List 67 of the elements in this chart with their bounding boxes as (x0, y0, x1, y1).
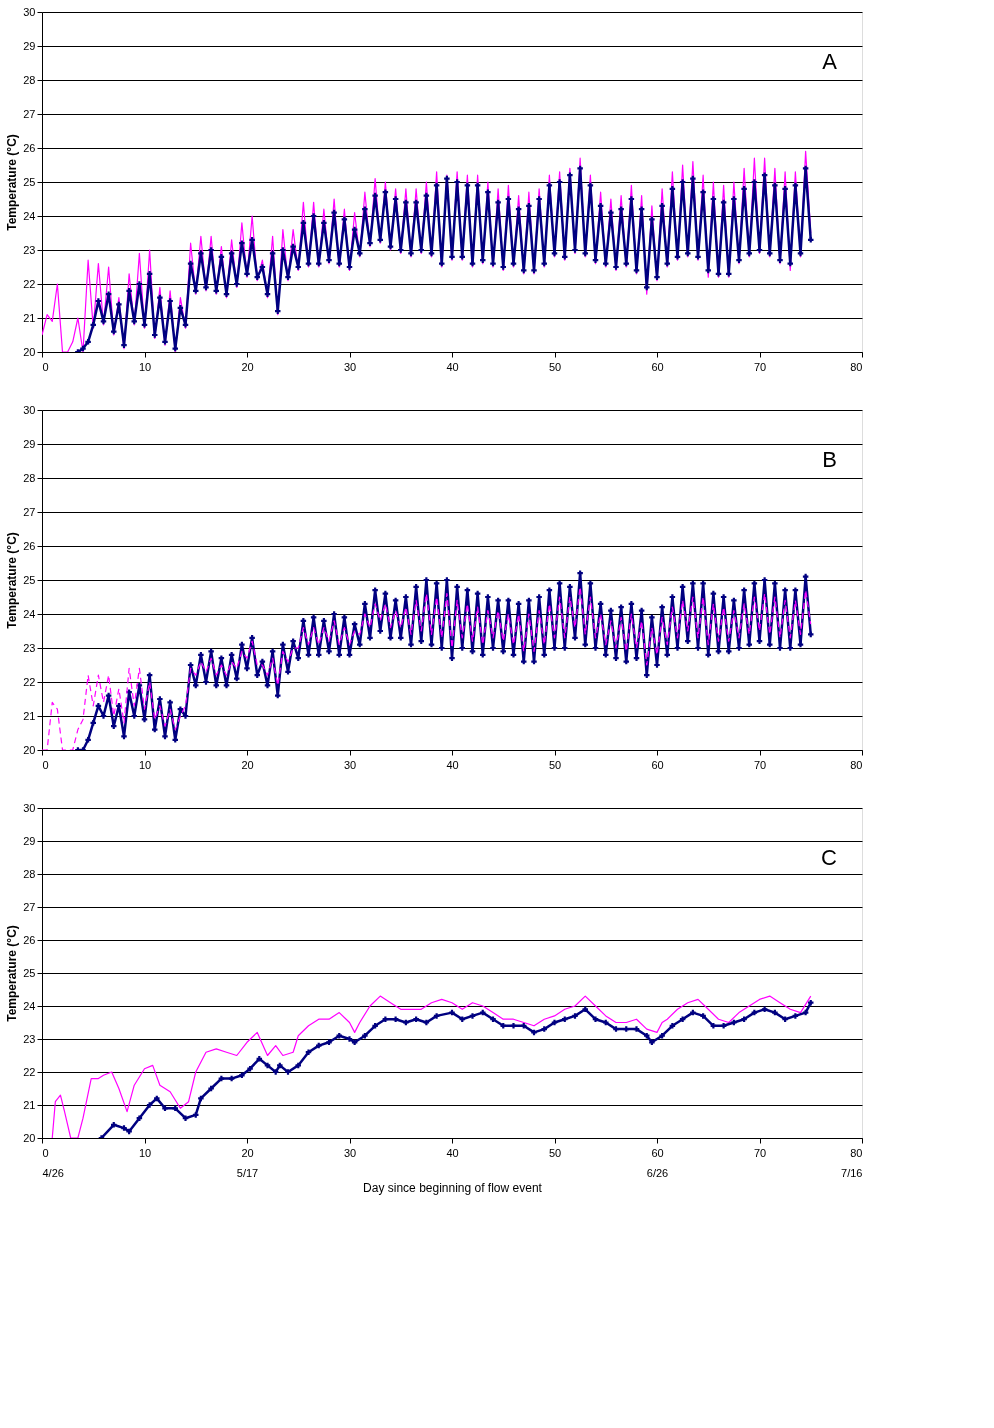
x-tick-label: 30 (343, 360, 357, 373)
y-tick-label: 22 (23, 675, 36, 688)
y-tick-label: 25 (23, 573, 36, 586)
x-tick-label: 80 (850, 360, 863, 373)
y-tick-label: 27 (23, 107, 36, 120)
y-axis-title: Temperature (°C) (5, 925, 20, 1022)
y-tick-label: 26 (23, 141, 36, 154)
y-tick-label: 23 (23, 641, 36, 654)
y-tick-label: 27 (23, 505, 36, 518)
annotation: A (822, 49, 838, 74)
x-tick-label: 50 (548, 360, 562, 373)
y-tick-label: 20 (23, 345, 36, 358)
x-tick-label: 0 (42, 758, 49, 771)
y-tick-label: 29 (23, 437, 36, 450)
x-tick-label: 0 4/26 (42, 1146, 64, 1179)
y-tick-label: 24 (23, 607, 36, 620)
y-tick-label: 28 (23, 73, 36, 86)
y-axis-title: Temperature (°C) (5, 134, 20, 231)
y-tick-label: 29 (23, 39, 36, 52)
y-tick-label: 30 (23, 801, 36, 814)
y-tick-label: 24 (23, 209, 36, 222)
x-tick-label: 30 (343, 1146, 357, 1159)
y-tick-label: 30 (23, 403, 36, 416)
x-tick-label: 80 (850, 758, 863, 771)
x-tick-label: 60 (651, 360, 664, 373)
x-tick-label: 30 (343, 758, 357, 771)
y-tick-label: 30 (23, 5, 36, 18)
x-tick-label: 40 (446, 1146, 459, 1159)
x-tick-label: 50 (548, 1146, 562, 1159)
x-tick-label: 0 (42, 360, 49, 373)
y-tick-label: 29 (23, 834, 36, 847)
annotation: B (822, 447, 837, 472)
x-tick-label: 40 (446, 360, 459, 373)
y-tick-label: 24 (23, 999, 36, 1012)
x-tick-label: 10 (138, 360, 152, 373)
annotation: C (821, 845, 838, 870)
x-tick-label: 20 (241, 360, 254, 373)
y-tick-label: 21 (23, 311, 36, 324)
y-tick-label: 22 (23, 1065, 36, 1078)
x-tick-label: 20 (241, 758, 254, 771)
x-tick-label: 80 7/16 (841, 1146, 863, 1179)
y-tick-label: 25 (23, 175, 36, 188)
x-tick-label: 50 (548, 758, 562, 771)
x-tick-label: 40 (446, 758, 459, 771)
x-tick-label: 70 (753, 758, 767, 771)
x-tick-label: 60 6/26 (646, 1146, 669, 1179)
y-tick-label: 21 (23, 1098, 36, 1111)
y-axis-title: Temperature (°C) (5, 532, 20, 629)
y-tick-label: 20 (23, 743, 36, 756)
y-tick-label: 22 (23, 277, 36, 290)
x-tick-label: 60 (651, 758, 664, 771)
y-tick-label: 23 (23, 243, 36, 256)
y-tick-label: 28 (23, 867, 36, 880)
y-tick-label: 27 (23, 900, 36, 913)
y-tick-label: 26 (23, 933, 36, 946)
x-axis-title: Day since beginning of flow event (363, 1180, 543, 1195)
x-tick-label: 70 (753, 1146, 767, 1159)
x-tick-label: 20 5/17 (236, 1146, 259, 1179)
x-tick-label: 70 (753, 360, 767, 373)
y-tick-label: 28 (23, 471, 36, 484)
y-tick-label: 25 (23, 966, 36, 979)
y-tick-label: 23 (23, 1032, 36, 1045)
y-tick-label: 26 (23, 539, 36, 552)
x-tick-label: 10 (138, 758, 152, 771)
y-tick-label: 20 (23, 1131, 36, 1144)
y-tick-label: 21 (23, 709, 36, 722)
x-tick-label: 10 (138, 1146, 152, 1159)
